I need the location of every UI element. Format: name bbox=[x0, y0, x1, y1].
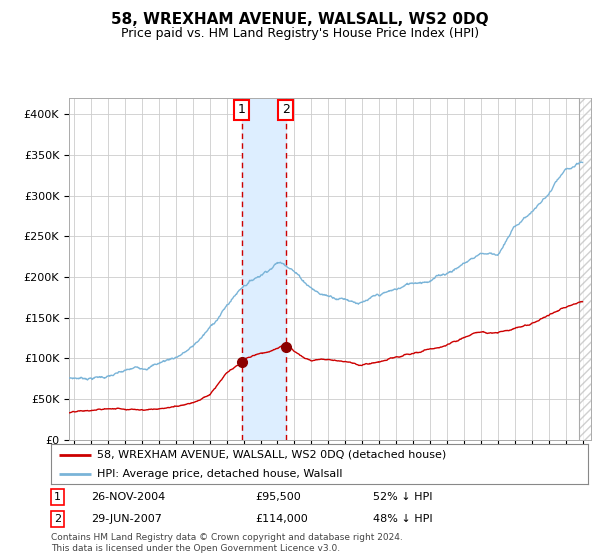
Text: Contains HM Land Registry data © Crown copyright and database right 2024.
This d: Contains HM Land Registry data © Crown c… bbox=[51, 533, 403, 553]
Text: 26-NOV-2004: 26-NOV-2004 bbox=[91, 492, 166, 502]
Text: HPI: Average price, detached house, Walsall: HPI: Average price, detached house, Wals… bbox=[97, 469, 342, 478]
Text: 2: 2 bbox=[53, 514, 61, 524]
Text: 58, WREXHAM AVENUE, WALSALL, WS2 0DQ: 58, WREXHAM AVENUE, WALSALL, WS2 0DQ bbox=[111, 12, 489, 27]
Text: 29-JUN-2007: 29-JUN-2007 bbox=[91, 514, 162, 524]
Text: 1: 1 bbox=[53, 492, 61, 502]
Text: £95,500: £95,500 bbox=[255, 492, 301, 502]
Text: £114,000: £114,000 bbox=[255, 514, 308, 524]
Bar bbox=[242, 98, 286, 440]
Text: 2: 2 bbox=[282, 104, 290, 116]
Text: 1: 1 bbox=[238, 104, 246, 116]
Bar bbox=[579, 98, 591, 440]
Text: Price paid vs. HM Land Registry's House Price Index (HPI): Price paid vs. HM Land Registry's House … bbox=[121, 27, 479, 40]
Text: 52% ↓ HPI: 52% ↓ HPI bbox=[373, 492, 433, 502]
Text: 58, WREXHAM AVENUE, WALSALL, WS2 0DQ (detached house): 58, WREXHAM AVENUE, WALSALL, WS2 0DQ (de… bbox=[97, 450, 446, 460]
Text: 48% ↓ HPI: 48% ↓ HPI bbox=[373, 514, 433, 524]
